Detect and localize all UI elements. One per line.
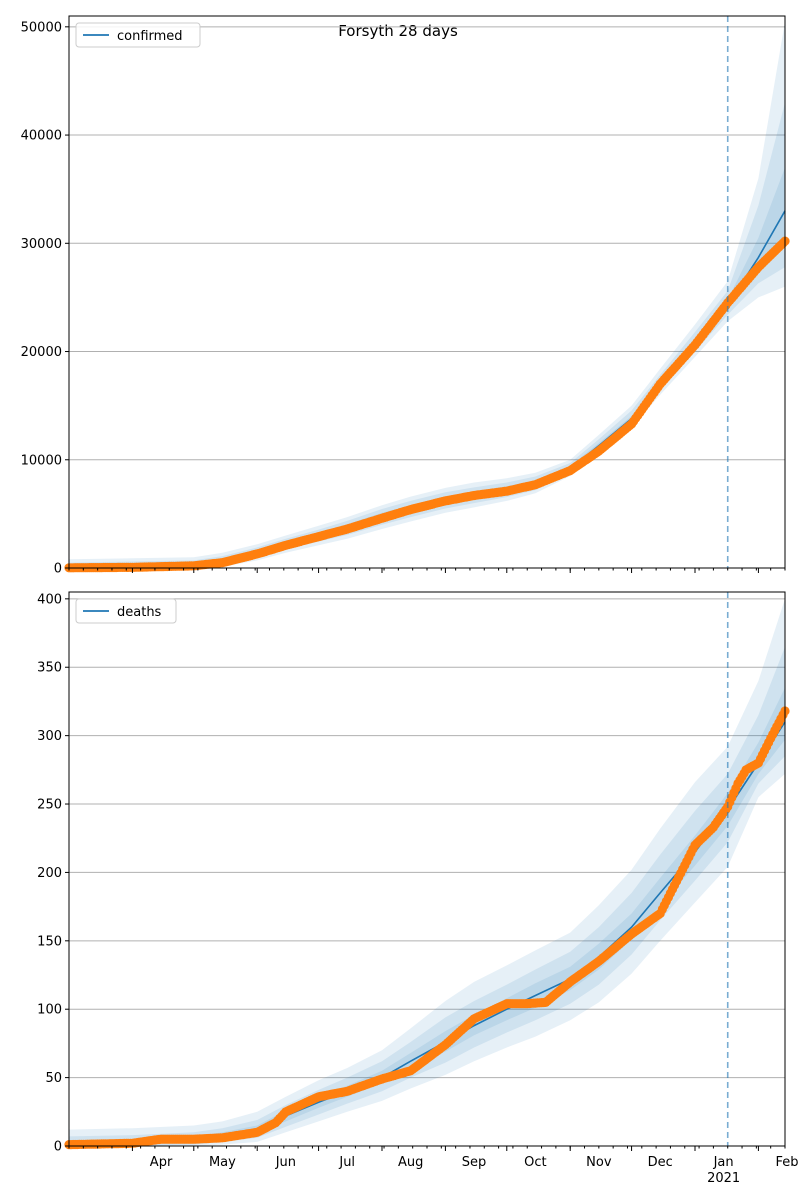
uncertainty-band [69,646,785,1146]
legend: confirmed [75,22,201,48]
y-tick-label: 200 [37,866,62,881]
x-tick-label: Apr [150,1155,173,1170]
y-tick-label: 40000 [21,129,62,144]
y-tick-label: 300 [37,729,62,744]
x-tick-label: Sep [462,1155,487,1170]
y-tick-label: 0 [54,562,62,577]
y-tick-label: 250 [37,798,62,813]
deaths-panel: 0 50 100 150 200 250 300 350 400 Apr May Jun Jul Aug S… [37,591,799,1186]
x-year-label: 2021 [707,1171,740,1186]
x-tick-label: Jun [275,1155,296,1170]
legend-label: confirmed [117,29,183,44]
uncertainty-band [69,21,785,568]
x-tick-label: Feb [776,1155,799,1170]
figure-title: Forsyth 28 days [338,22,458,40]
legend-box [75,598,177,624]
legend-label: deaths [117,605,162,620]
y-tick-label: 400 [37,592,62,607]
y-tick-label: 100 [37,1003,62,1018]
x-tick-label: Jan [713,1155,734,1170]
y-tick-label: 350 [37,661,62,676]
legend-box [75,22,201,48]
x-tick-label: Dec [648,1155,673,1170]
x-tick-label: Jul [338,1155,355,1170]
legend: deaths [75,598,177,624]
y-tick-label: 50 [45,1071,62,1086]
x-tick-label: Aug [398,1155,423,1170]
x-tick-label: Nov [586,1155,612,1170]
x-tick-label: Oct [524,1155,546,1170]
plot-frame [68,15,786,569]
y-tick-label: 150 [37,934,62,949]
y-tick-label: 0 [54,1140,62,1155]
y-tick-label: 30000 [21,237,62,252]
y-tick-label: 10000 [21,453,62,468]
uncertainty-band [69,598,785,1146]
uncertainty-band [69,102,785,568]
confirmed-panel: 0 10000 20000 30000 40000 50000 confirmed [21,15,790,577]
y-tick-label: 20000 [21,345,62,360]
x-tick-label: May [209,1155,236,1170]
y-tick-label: 50000 [21,20,62,35]
